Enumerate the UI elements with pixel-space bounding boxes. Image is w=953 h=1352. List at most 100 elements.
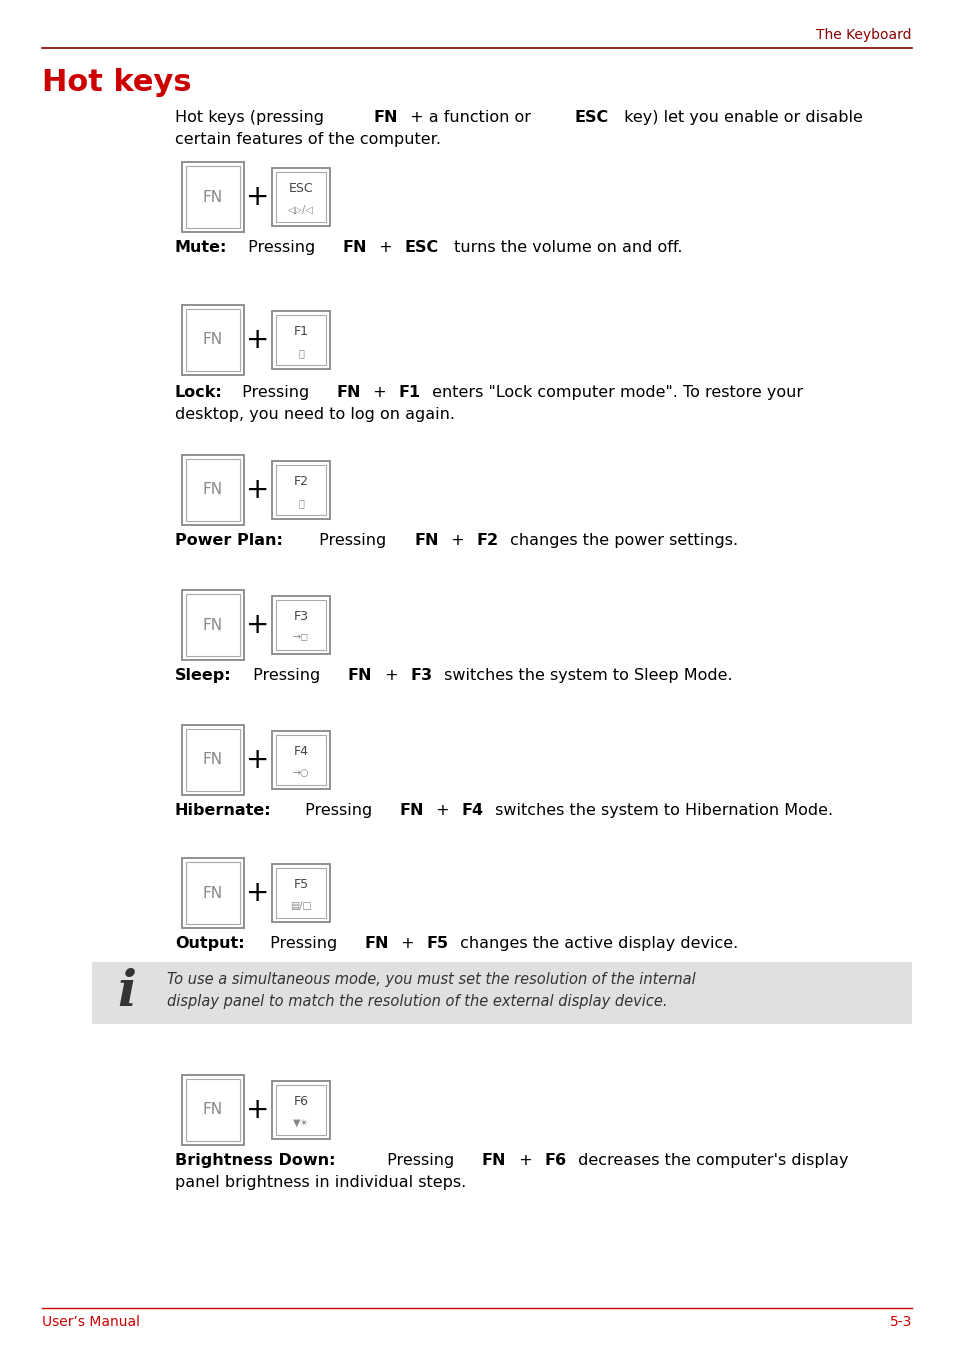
Text: +: +: [513, 1153, 537, 1168]
Text: FN: FN: [364, 936, 389, 950]
Text: +: +: [395, 936, 419, 950]
Text: Mute:: Mute:: [174, 241, 227, 256]
Text: +: +: [246, 476, 270, 504]
Text: +: +: [246, 746, 270, 773]
Bar: [272, 461, 330, 519]
Text: F2: F2: [476, 533, 497, 548]
Text: 5-3: 5-3: [889, 1315, 911, 1329]
Bar: [182, 162, 244, 233]
Text: FN: FN: [203, 886, 223, 900]
Bar: [275, 868, 326, 918]
Text: +: +: [431, 803, 455, 818]
Text: Pressing: Pressing: [265, 936, 342, 950]
Text: changes the power settings.: changes the power settings.: [504, 533, 738, 548]
Text: ▼☀: ▼☀: [293, 1118, 309, 1128]
Text: 🔒: 🔒: [297, 347, 304, 358]
Text: F4: F4: [294, 745, 308, 758]
Bar: [275, 735, 326, 786]
Text: certain features of the computer.: certain features of the computer.: [174, 132, 440, 147]
Text: ▤/□: ▤/□: [290, 900, 312, 911]
Text: +: +: [246, 326, 270, 354]
Text: panel brightness in individual steps.: panel brightness in individual steps.: [174, 1175, 466, 1190]
Text: desktop, you need to log on again.: desktop, you need to log on again.: [174, 407, 455, 422]
Text: FN: FN: [374, 110, 398, 124]
Text: +: +: [379, 668, 403, 683]
Text: FN: FN: [336, 385, 360, 400]
Text: i: i: [117, 968, 136, 1018]
Text: F5: F5: [427, 936, 449, 950]
Text: switches the system to Sleep Mode.: switches the system to Sleep Mode.: [438, 668, 732, 683]
Text: FN: FN: [203, 1102, 223, 1118]
Text: ESC: ESC: [574, 110, 608, 124]
Text: Pressing: Pressing: [242, 241, 319, 256]
Text: Pressing: Pressing: [236, 385, 314, 400]
Text: F3: F3: [294, 610, 308, 623]
Bar: [186, 166, 240, 228]
Text: Pressing: Pressing: [248, 668, 325, 683]
Bar: [186, 594, 240, 656]
Bar: [272, 864, 330, 922]
Bar: [186, 729, 240, 791]
Bar: [186, 863, 240, 923]
Text: F6: F6: [294, 1095, 308, 1107]
Bar: [275, 465, 326, 515]
Text: Pressing: Pressing: [299, 803, 376, 818]
Text: F4: F4: [461, 803, 483, 818]
Text: FN: FN: [203, 618, 223, 633]
Bar: [272, 731, 330, 790]
Text: +: +: [246, 611, 270, 639]
Text: F1: F1: [398, 385, 420, 400]
Text: Sleep:: Sleep:: [174, 668, 232, 683]
Text: ◁▷/◁: ◁▷/◁: [288, 204, 314, 215]
Text: +: +: [246, 183, 270, 211]
Bar: [186, 1079, 240, 1141]
Text: changes the active display device.: changes the active display device.: [455, 936, 738, 950]
Text: FN: FN: [203, 189, 223, 204]
Text: Hot keys: Hot keys: [42, 68, 192, 97]
Text: →○: →○: [293, 768, 309, 777]
Text: +: +: [374, 241, 397, 256]
Text: Brightness Down:: Brightness Down:: [174, 1153, 335, 1168]
Text: User’s Manual: User’s Manual: [42, 1315, 140, 1329]
Text: FN: FN: [203, 753, 223, 768]
Text: enters "Lock computer mode". To restore your: enters "Lock computer mode". To restore …: [427, 385, 802, 400]
Text: Lock:: Lock:: [174, 385, 222, 400]
Text: FN: FN: [203, 333, 223, 347]
Bar: [182, 456, 244, 525]
Bar: [186, 310, 240, 370]
Text: Hibernate:: Hibernate:: [174, 803, 272, 818]
Text: The Keyboard: The Keyboard: [816, 28, 911, 42]
Text: FN: FN: [399, 803, 423, 818]
Bar: [182, 859, 244, 927]
Text: ESC: ESC: [404, 241, 438, 256]
Text: FN: FN: [203, 483, 223, 498]
Text: F6: F6: [543, 1153, 566, 1168]
Bar: [182, 306, 244, 375]
Text: Pressing: Pressing: [382, 1153, 459, 1168]
Bar: [272, 596, 330, 654]
Bar: [182, 725, 244, 795]
Bar: [186, 458, 240, 521]
Text: +: +: [445, 533, 469, 548]
Text: →◻: →◻: [293, 633, 309, 642]
Text: FN: FN: [481, 1153, 506, 1168]
Text: key) let you enable or disable: key) let you enable or disable: [618, 110, 862, 124]
Bar: [182, 1075, 244, 1145]
Bar: [272, 1082, 330, 1138]
Text: F3: F3: [410, 668, 432, 683]
Bar: [275, 172, 326, 222]
Text: F2: F2: [294, 475, 308, 488]
Text: decreases the computer's display: decreases the computer's display: [572, 1153, 847, 1168]
Text: +: +: [368, 385, 392, 400]
Text: switches the system to Hibernation Mode.: switches the system to Hibernation Mode.: [490, 803, 833, 818]
Text: display panel to match the resolution of the external display device.: display panel to match the resolution of…: [167, 994, 667, 1009]
Text: 🔎: 🔎: [297, 498, 304, 508]
Text: F5: F5: [294, 877, 308, 891]
Bar: [275, 600, 326, 650]
Bar: [275, 315, 326, 365]
Text: To use a simultaneous mode, you must set the resolution of the internal: To use a simultaneous mode, you must set…: [167, 972, 695, 987]
Text: Hot keys (pressing: Hot keys (pressing: [174, 110, 329, 124]
Text: FN: FN: [342, 241, 367, 256]
Text: +: +: [246, 879, 270, 907]
Bar: [182, 589, 244, 660]
